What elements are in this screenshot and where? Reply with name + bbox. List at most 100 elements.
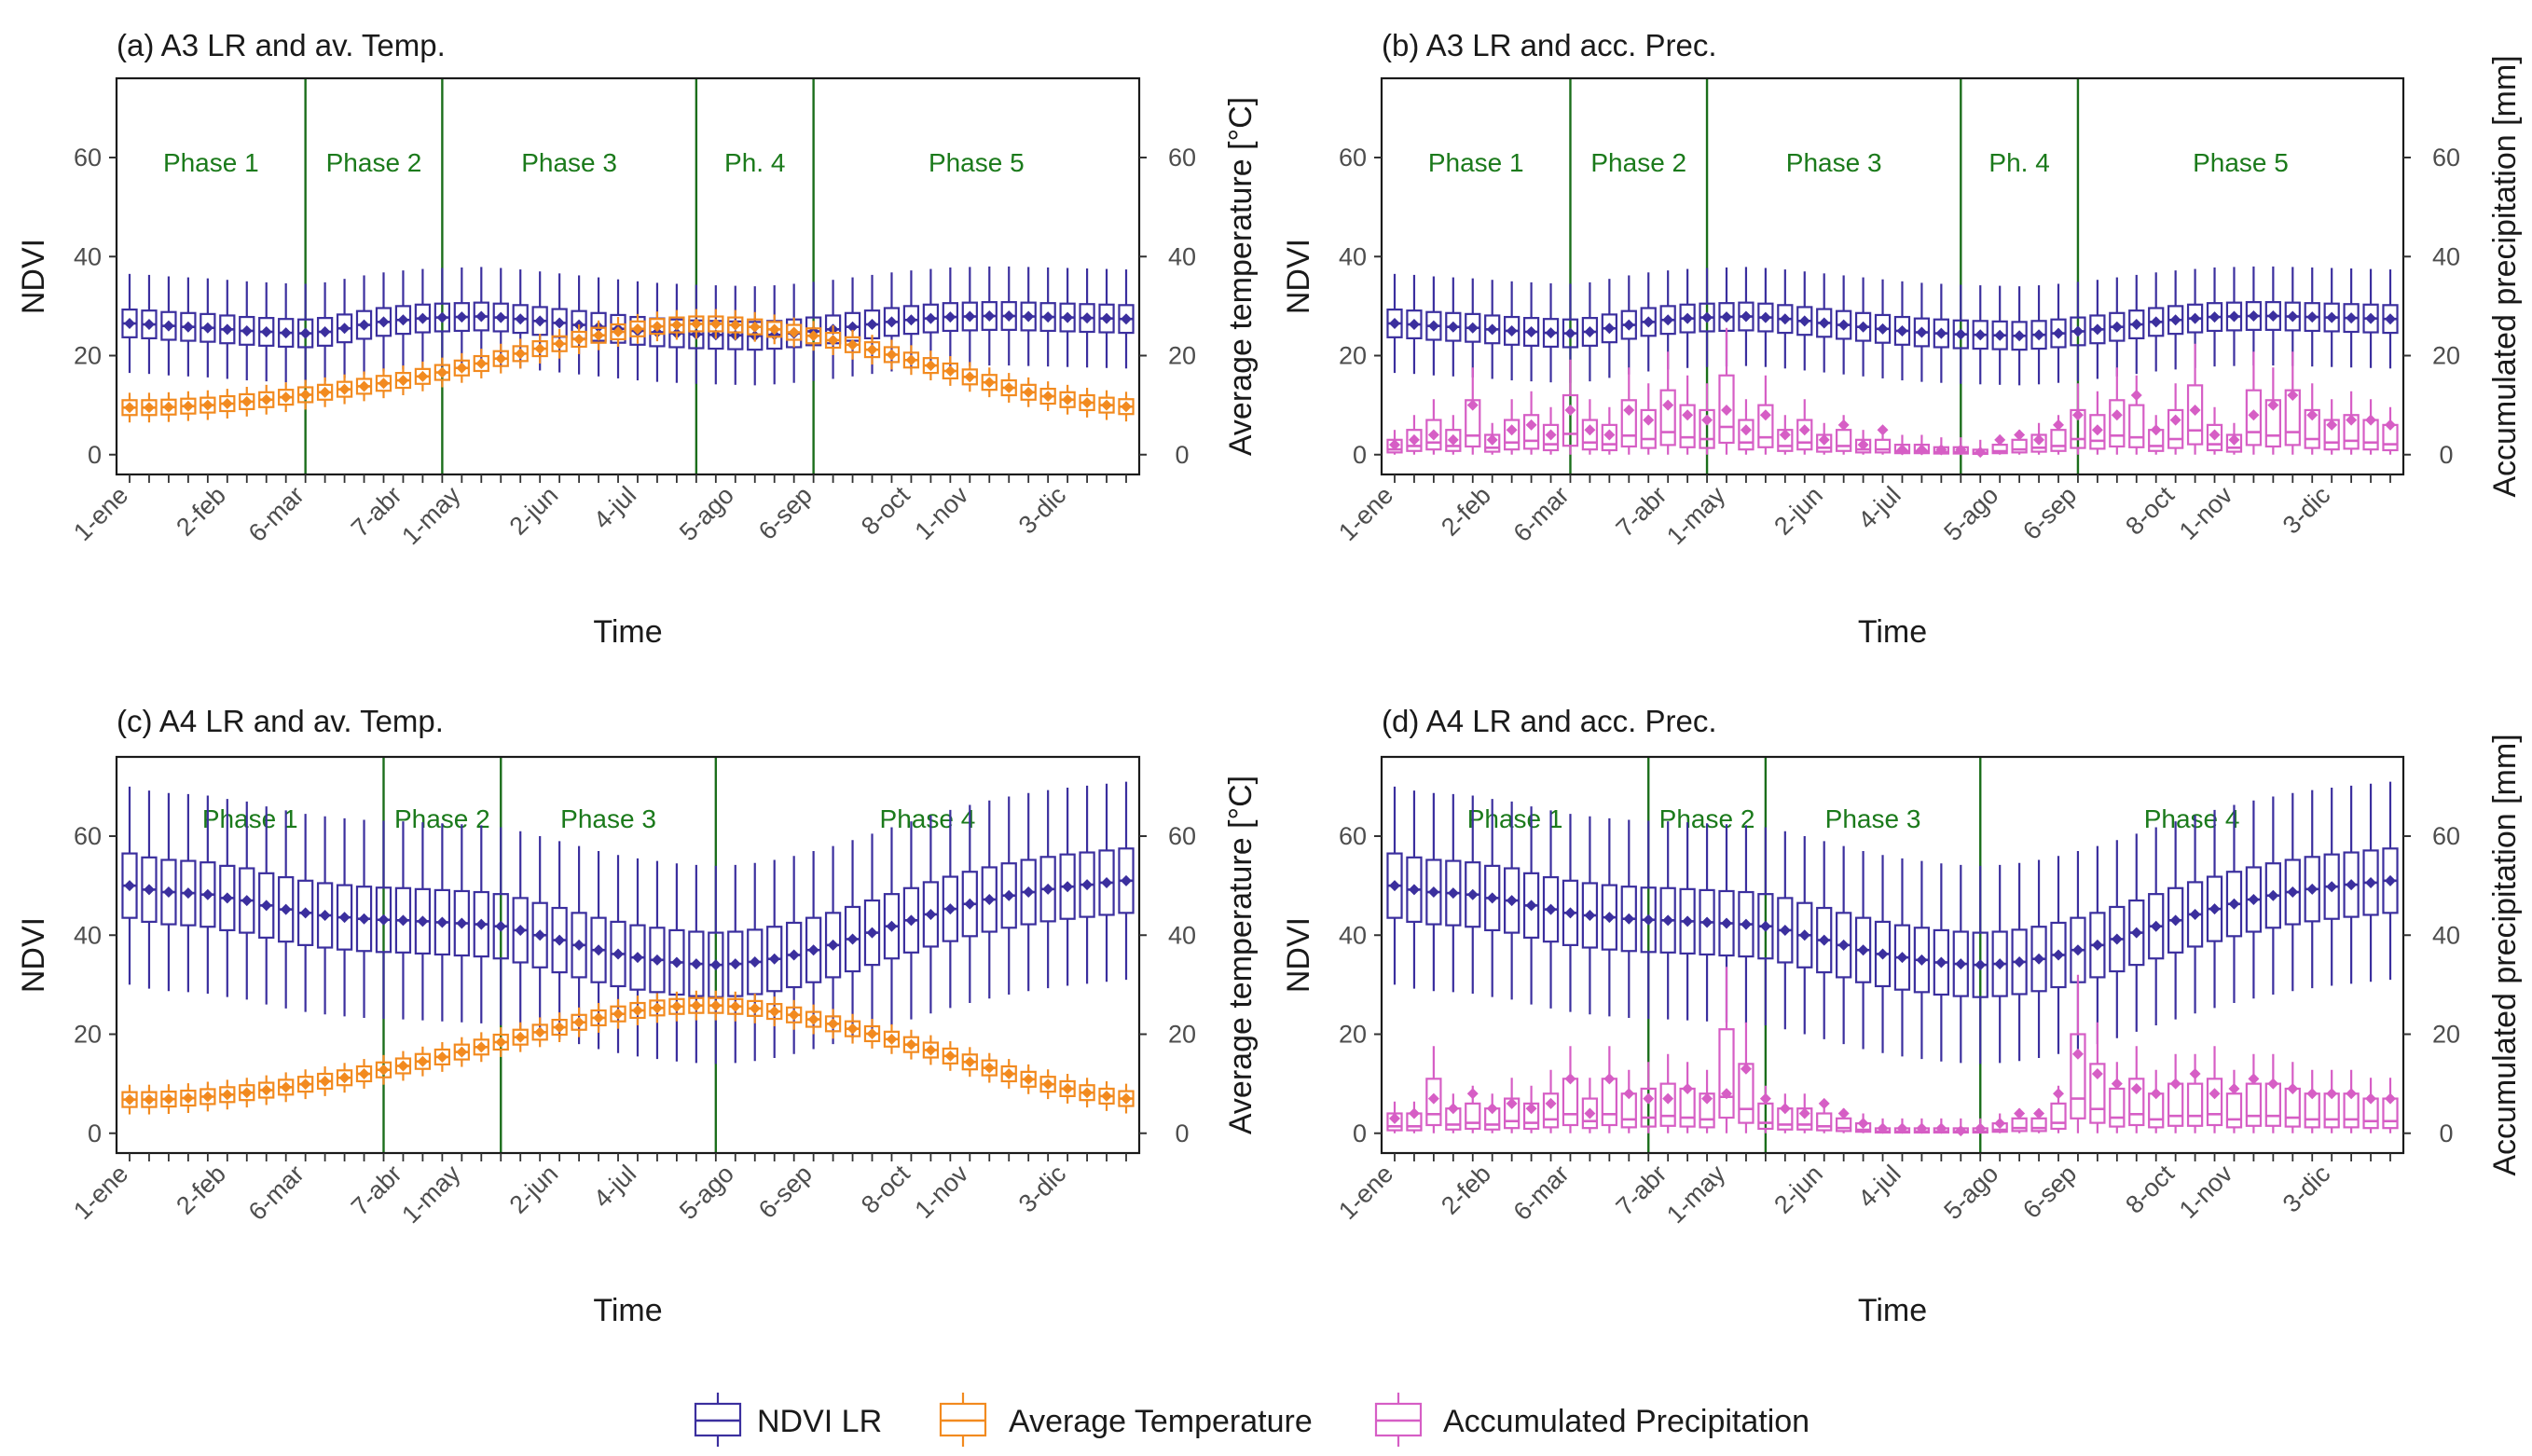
ndvi-mean-32 [729,958,741,970]
precip-box-45-box [2245,1082,2263,1127]
phase-label: Phase 3 [1786,148,1882,177]
ndvi-mean-23 [1818,317,1830,329]
precip-mean-2 [1408,1107,1420,1119]
ndvi-mean-11 [1584,326,1596,337]
ndvi-mean-45 [2248,310,2260,322]
ndvi-mean-13 [1623,319,1635,331]
ndvi-mean-7 [1506,324,1518,337]
ndvi-mean-7 [241,895,253,907]
precip-mean-26 [1877,1122,1889,1134]
precip-box-8-box [1522,414,1540,450]
ndvi-mean-8 [260,326,272,337]
precip-mean-2 [1408,433,1420,446]
temp-mean-43 [944,1050,956,1062]
ndvi-mean-52 [1121,313,1132,325]
x-tick-label: 6-mar [1508,481,1575,547]
ndvi-mean-40 [886,920,898,932]
ndvi-mean-48 [2306,883,2319,895]
temp-mean-33 [749,321,761,333]
ndvi-mean-5 [1466,888,1479,900]
precip-mean-51 [2365,414,2377,426]
ndvi-mean-20 [1759,920,1771,932]
precip-mean-47 [2287,390,2299,401]
temp-mean-21 [515,348,527,360]
panel-title: (c) A4 LR and av. Temp. [117,704,444,738]
temp-mean-17 [436,1051,448,1063]
x-tick-label: 5-ago [1938,1160,2003,1225]
y-tick-label-left: 40 [1339,921,1367,949]
ndvi-mean-32 [1994,958,2006,970]
temp-mean-9 [280,391,292,404]
y-tick-label-right: 40 [2432,921,2460,949]
y-tick-label-right: 40 [1168,242,1196,270]
precip-mean-42 [2189,1068,2201,1079]
ndvi-mean-18 [1721,311,1732,323]
ndvi-mean-10 [299,327,311,339]
ndvi-mean-12 [338,912,351,924]
ndvi-mean-1 [124,880,135,892]
precip-box-22-box [1796,419,1813,451]
ndvi-mean-5 [201,322,213,334]
ndvi-mean-52 [2385,874,2396,886]
temp-mean-16 [417,370,429,382]
temp-mean-28 [651,1002,663,1014]
x-tick-label: 2-jun [504,1160,564,1219]
ndvi-mean-7 [241,324,253,337]
phase-label: Phase 2 [1590,148,1686,177]
precip-mean-46 [2267,399,2279,411]
temp-mean-48 [1042,1078,1054,1091]
ndvi-mean-34 [768,953,780,965]
precip-box-16-box [1679,404,1696,448]
ndvi-mean-44 [964,898,976,910]
ndvi-mean-36 [2071,944,2084,956]
precip-box-41-box [2167,408,2184,449]
temp-mean-3 [162,401,174,413]
plot-frame [115,755,1141,1155]
precip-box-2-box [1406,429,1423,452]
ndvi-mean-12 [338,323,351,335]
x-tick-label: 6-mar [243,481,310,547]
precip-mean-49 [2326,1088,2338,1100]
x-tick-label: 1-may [1661,481,1731,551]
temp-mean-19 [475,358,488,369]
temp-mean-44 [964,371,976,383]
temp-mean-18 [456,1046,468,1058]
precip-mean-6 [1486,1103,1498,1115]
x-tick-label: 6-sep [753,481,818,545]
y-tick-label-left: 60 [74,144,102,172]
ndvi-mean-39 [2130,927,2142,939]
ndvi-mean-1 [1389,880,1400,892]
ndvi-mean-29 [1935,956,1947,968]
ndvi-mean-24 [1837,939,1850,951]
x-tick-label: 2-jun [1768,1160,1828,1219]
ndvi-mean-28 [1916,954,1928,966]
temp-mean-49 [1062,1082,1074,1094]
temp-mean-40 [886,349,898,361]
ndvi-mean-15 [397,914,409,927]
x-tick-label: 4-jul [1852,481,1906,534]
phase-label: Phase 1 [202,804,298,833]
temp-mean-20 [495,352,507,364]
ndvi-mean-25 [593,944,605,956]
ndvi-mean-19 [475,918,488,930]
ndvi-mean-16 [417,915,429,927]
precip-box-42-box [2186,1082,2204,1127]
temp-mean-15 [397,1060,409,1072]
phase-label: Phase 5 [2193,148,2289,177]
x-tick-label: 4-jul [588,1160,641,1213]
temp-mean-39 [866,344,878,356]
ndvi-mean-50 [2346,312,2358,324]
x-tick-label: 1-may [396,1160,466,1229]
precip-mean-42 [2189,404,2201,416]
ndvi-mean-47 [1023,886,1035,899]
ndvi-mean-42 [925,908,937,920]
ndvi-mean-33 [2014,330,2026,342]
precip-box-24-box [1836,429,1852,452]
precip-mean-35 [2053,1088,2064,1100]
phase-label: Ph. 4 [724,148,785,177]
temp-mean-32 [729,1000,741,1012]
precip-mean-20 [1759,409,1771,421]
x-tick-label: 1-nov [910,481,974,545]
precip-mean-41 [2169,414,2181,426]
precip-mean-37 [2091,424,2103,436]
